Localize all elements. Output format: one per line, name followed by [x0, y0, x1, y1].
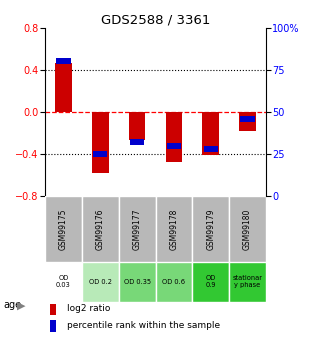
- Text: log2 ratio: log2 ratio: [67, 304, 110, 313]
- Bar: [45, 196, 82, 263]
- Bar: [156, 196, 192, 263]
- Bar: [240, 116, 254, 121]
- Bar: [129, 112, 145, 140]
- Text: stationar
y phase: stationar y phase: [233, 275, 262, 288]
- Text: OD
0.03: OD 0.03: [56, 275, 71, 288]
- Bar: [229, 196, 266, 263]
- Bar: [192, 196, 229, 263]
- Text: GSM99179: GSM99179: [206, 208, 215, 250]
- Bar: [166, 112, 182, 162]
- Bar: [130, 139, 144, 145]
- Bar: [239, 112, 256, 131]
- Text: GSM99177: GSM99177: [132, 208, 142, 250]
- Text: ▶: ▶: [17, 300, 26, 310]
- Bar: [49, 304, 56, 315]
- Text: OD 0.35: OD 0.35: [123, 279, 151, 285]
- Bar: [167, 143, 181, 148]
- Bar: [204, 146, 218, 152]
- Bar: [229, 263, 266, 302]
- Text: GSM99180: GSM99180: [243, 209, 252, 250]
- Bar: [92, 112, 109, 173]
- Bar: [119, 263, 156, 302]
- Text: GSM99176: GSM99176: [96, 208, 105, 250]
- Text: GSM99178: GSM99178: [169, 209, 179, 250]
- Bar: [55, 63, 72, 112]
- Bar: [119, 196, 156, 263]
- Text: OD 0.6: OD 0.6: [162, 279, 185, 285]
- Bar: [57, 58, 71, 64]
- Bar: [93, 151, 107, 157]
- Text: OD 0.2: OD 0.2: [89, 279, 112, 285]
- Title: GDS2588 / 3361: GDS2588 / 3361: [101, 13, 210, 27]
- Bar: [202, 112, 219, 155]
- Bar: [49, 321, 56, 332]
- Bar: [45, 263, 82, 302]
- Text: GSM99175: GSM99175: [59, 208, 68, 250]
- Text: age: age: [3, 300, 21, 310]
- Bar: [156, 263, 192, 302]
- Bar: [192, 263, 229, 302]
- Bar: [82, 263, 119, 302]
- Text: OD
0.9: OD 0.9: [206, 275, 216, 288]
- Bar: [82, 196, 119, 263]
- Text: percentile rank within the sample: percentile rank within the sample: [67, 321, 220, 330]
